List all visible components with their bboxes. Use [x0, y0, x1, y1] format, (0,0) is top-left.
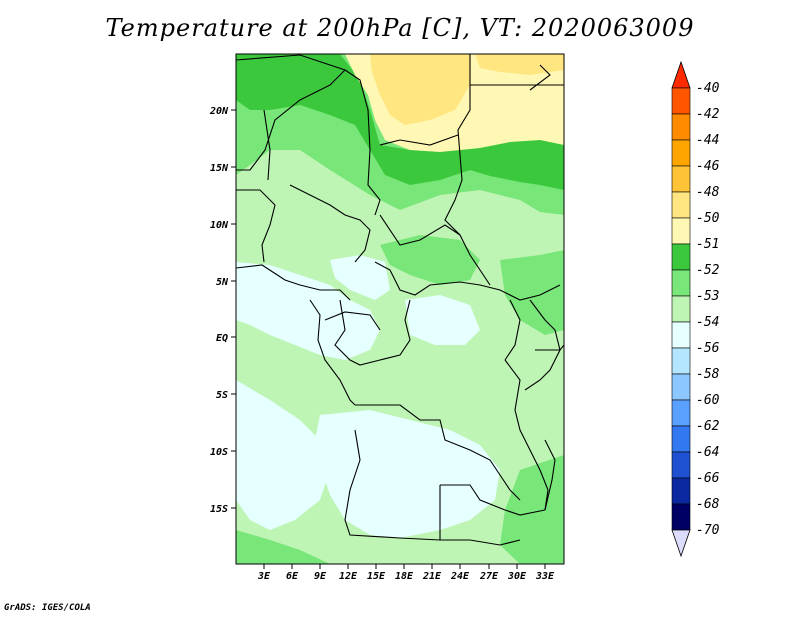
field-minus54-southwest	[236, 380, 330, 530]
lat-label: 5S	[216, 390, 228, 401]
lon-label: 15E	[367, 571, 386, 582]
colorbar-label: -52	[696, 263, 720, 278]
lon-label: 33E	[535, 571, 555, 582]
colorbar-box	[671, 217, 691, 245]
colorbar-label: -60	[696, 393, 720, 408]
colorbar-box	[671, 321, 691, 349]
colorbar-label: -70	[696, 523, 720, 538]
colorbar-box	[671, 243, 691, 271]
colorbar-label: -58	[696, 367, 720, 382]
colorbar-label: -66	[696, 471, 720, 486]
field-minus54-cameroon	[330, 255, 390, 300]
lat-label: 10N	[210, 220, 229, 231]
lat-label: 20N	[209, 106, 229, 117]
colorbar-label: -68	[696, 497, 720, 512]
field-minus54-angola	[315, 410, 500, 538]
lon-label: 12E	[339, 571, 358, 582]
lon-label: 24E	[450, 571, 470, 582]
lon-label: 18E	[395, 571, 414, 582]
field-minus48-east	[475, 54, 564, 75]
colorbar-top-triangle	[671, 60, 691, 89]
lat-label: EQ	[216, 333, 228, 344]
colorbar-label: -48	[696, 185, 720, 200]
field-minus51	[236, 54, 564, 190]
lon-label: 21E	[422, 571, 442, 582]
shaded-field	[236, 54, 564, 564]
field-minus48	[370, 54, 470, 125]
colorbar-box	[671, 113, 691, 141]
colorbar: -40 -42 -44 -46 -48 -50 -51 -52 -53 -54 …	[671, 60, 720, 558]
colorbar-bottom-triangle	[671, 529, 691, 558]
colorbar-label: -44	[696, 133, 719, 148]
colorbar-label: -40	[696, 81, 720, 96]
lat-label: 10S	[210, 447, 228, 458]
colorbar-label: -53	[696, 289, 719, 304]
lat-label: 5N	[216, 277, 229, 288]
colorbar-label: -46	[696, 159, 720, 174]
lon-label: 6E	[286, 571, 299, 582]
grads-credit: GrADS: IGES/COLA	[4, 603, 91, 613]
colorbar-box	[671, 295, 691, 323]
plot-frame	[235, 53, 565, 565]
colorbar-label: -64	[696, 445, 719, 460]
longitude-axis: 3E 6E 9E 12E 15E 18E 21E 24E 27E 30E 33E	[257, 564, 555, 582]
colorbar-label: -42	[696, 107, 720, 122]
colorbar-label: -62	[696, 419, 720, 434]
colorbar-box	[671, 373, 691, 401]
colorbar-box	[671, 399, 691, 427]
country-borders	[236, 54, 564, 546]
field-minus54-west	[236, 262, 380, 360]
lat-label: 15N	[210, 163, 229, 174]
colorbar-box	[671, 87, 691, 115]
colorbar-box	[671, 503, 691, 531]
colorbar-box	[671, 139, 691, 167]
colorbar-box	[671, 191, 691, 219]
map-title: Temperature at 200hPa [C], VT: 202006300…	[105, 14, 695, 42]
colorbar-box	[671, 347, 691, 375]
latitude-axis: 20N 15N 10N 5N EQ 5S 10S 15S	[209, 106, 236, 515]
lon-label: 27E	[479, 571, 499, 582]
colorbar-label: -50	[696, 211, 720, 226]
colorbar-label: -54	[696, 315, 719, 330]
field-minus54-congo	[405, 295, 480, 345]
lon-label: 3E	[257, 571, 271, 582]
colorbar-box	[671, 425, 691, 453]
lon-label: 9E	[314, 571, 327, 582]
colorbar-box	[671, 477, 691, 505]
field-minus52-center	[380, 235, 480, 285]
colorbar-box	[671, 269, 691, 297]
lon-label: 30E	[507, 571, 527, 582]
field-minus52-southeast	[500, 455, 564, 564]
lat-label: 15S	[210, 504, 228, 515]
colorbar-box	[671, 165, 691, 193]
field-minus52-east	[500, 250, 564, 335]
colorbar-box	[671, 451, 691, 479]
field-minus52-southwest	[236, 530, 330, 564]
colorbar-label: -51	[696, 237, 719, 252]
colorbar-label: -56	[696, 341, 720, 356]
